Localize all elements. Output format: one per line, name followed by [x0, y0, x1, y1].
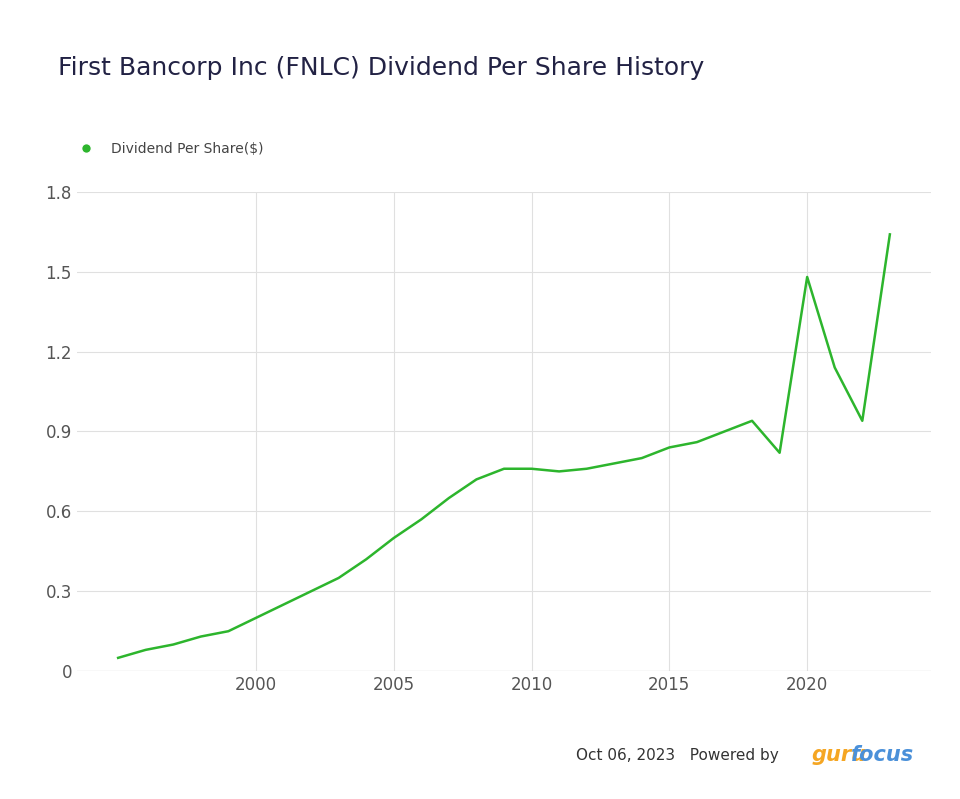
Legend: Dividend Per Share($): Dividend Per Share($)	[66, 137, 269, 161]
Text: focus: focus	[851, 745, 914, 765]
Text: guru: guru	[811, 745, 866, 765]
Text: Oct 06, 2023   Powered by: Oct 06, 2023 Powered by	[576, 748, 783, 762]
Text: First Bancorp Inc (FNLC) Dividend Per Share History: First Bancorp Inc (FNLC) Dividend Per Sh…	[58, 56, 704, 80]
